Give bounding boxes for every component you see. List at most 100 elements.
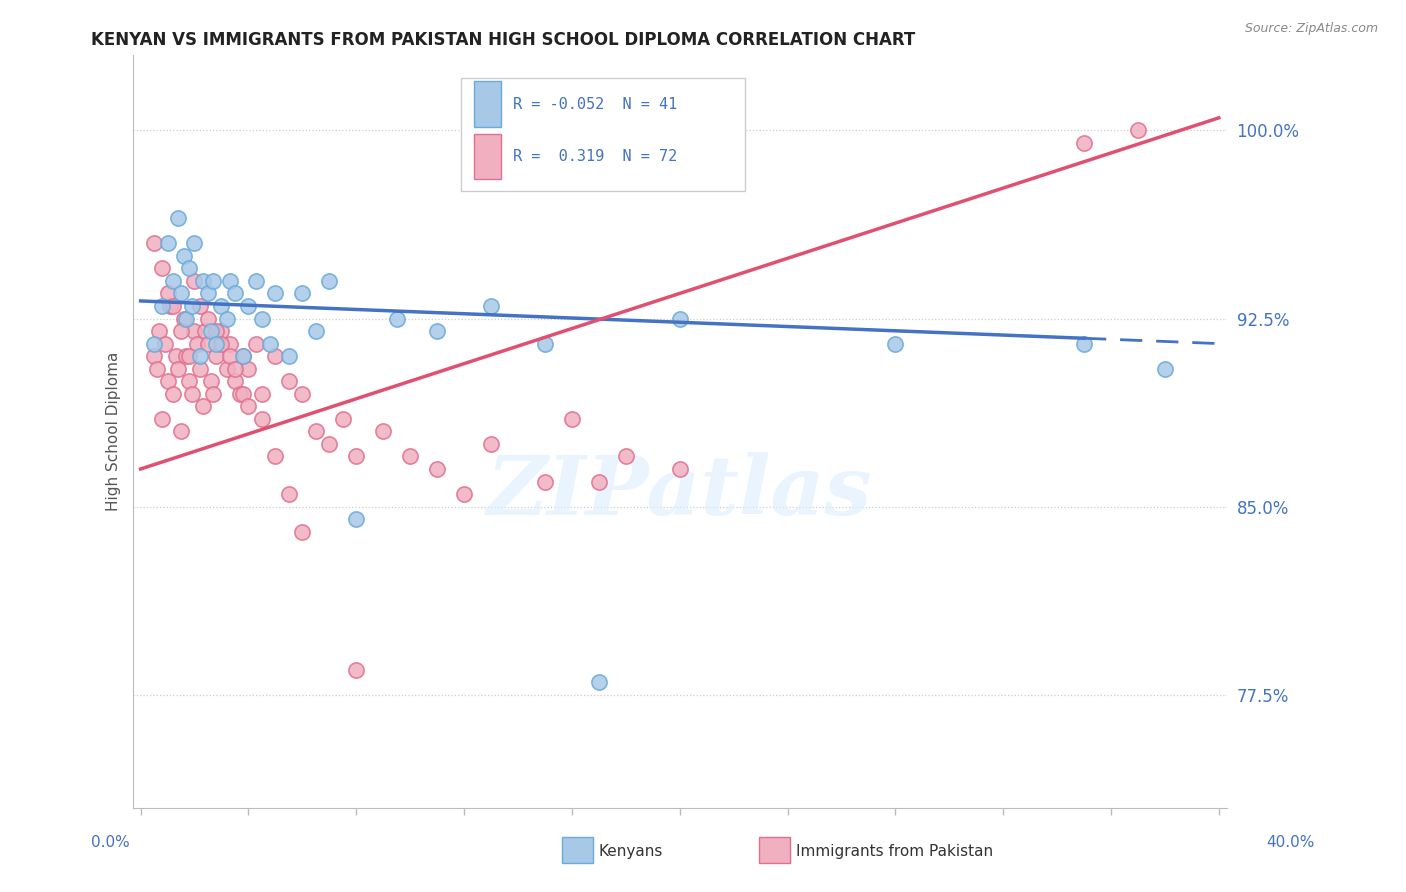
Text: Kenyans: Kenyans bbox=[599, 845, 664, 859]
Point bbox=[229, 386, 252, 401]
Point bbox=[179, 374, 201, 388]
Point bbox=[215, 361, 238, 376]
Text: R =  0.319  N = 72: R = 0.319 N = 72 bbox=[513, 149, 678, 164]
Point bbox=[588, 475, 610, 489]
Point bbox=[215, 311, 238, 326]
Point bbox=[534, 336, 557, 351]
Point bbox=[224, 361, 246, 376]
Point bbox=[162, 299, 184, 313]
Point bbox=[200, 374, 222, 388]
Point bbox=[194, 324, 217, 338]
Point bbox=[232, 386, 254, 401]
Point bbox=[426, 462, 449, 476]
Point bbox=[145, 361, 167, 376]
Point bbox=[232, 349, 254, 363]
Point bbox=[588, 675, 610, 690]
Point bbox=[668, 462, 690, 476]
Point bbox=[218, 336, 240, 351]
Y-axis label: High School Diploma: High School Diploma bbox=[107, 351, 121, 511]
Point bbox=[232, 349, 254, 363]
Point bbox=[479, 437, 502, 451]
Point bbox=[238, 399, 260, 413]
Point bbox=[167, 211, 190, 226]
Text: 40.0%: 40.0% bbox=[1267, 836, 1315, 850]
Point bbox=[179, 261, 201, 276]
Point bbox=[318, 274, 340, 288]
Point bbox=[191, 399, 214, 413]
Point bbox=[191, 274, 214, 288]
Point bbox=[291, 386, 314, 401]
Point bbox=[218, 349, 240, 363]
Point bbox=[183, 236, 205, 251]
Point bbox=[291, 524, 314, 539]
Point bbox=[373, 425, 395, 439]
Point bbox=[224, 286, 246, 301]
Point bbox=[344, 512, 367, 526]
Point bbox=[238, 361, 260, 376]
Point bbox=[264, 450, 287, 464]
Point bbox=[153, 336, 176, 351]
FancyBboxPatch shape bbox=[461, 78, 745, 191]
Point bbox=[305, 425, 328, 439]
Point bbox=[197, 336, 219, 351]
Point bbox=[156, 236, 179, 251]
Point bbox=[291, 286, 314, 301]
Point bbox=[1154, 361, 1177, 376]
Point bbox=[170, 324, 193, 338]
FancyBboxPatch shape bbox=[474, 134, 502, 179]
Text: 0.0%: 0.0% bbox=[91, 836, 131, 850]
Point bbox=[1073, 136, 1095, 150]
Point bbox=[534, 475, 557, 489]
Point bbox=[176, 349, 198, 363]
Point bbox=[180, 386, 202, 401]
Point bbox=[668, 311, 690, 326]
Point bbox=[205, 349, 228, 363]
Text: KENYAN VS IMMIGRANTS FROM PAKISTAN HIGH SCHOOL DIPLOMA CORRELATION CHART: KENYAN VS IMMIGRANTS FROM PAKISTAN HIGH … bbox=[91, 31, 915, 49]
Point bbox=[399, 450, 422, 464]
Point bbox=[197, 311, 219, 326]
Point bbox=[238, 299, 260, 313]
FancyBboxPatch shape bbox=[474, 81, 502, 127]
Point bbox=[385, 311, 408, 326]
Point bbox=[205, 324, 228, 338]
Point bbox=[143, 336, 166, 351]
Point bbox=[344, 663, 367, 677]
Point bbox=[318, 437, 340, 451]
Point bbox=[884, 336, 907, 351]
Point bbox=[197, 286, 219, 301]
Point bbox=[188, 361, 211, 376]
Text: ZIPatlas: ZIPatlas bbox=[486, 451, 873, 532]
Point bbox=[218, 274, 240, 288]
Point bbox=[305, 324, 328, 338]
Point bbox=[202, 386, 225, 401]
Point bbox=[173, 311, 195, 326]
Point bbox=[250, 311, 273, 326]
Point bbox=[156, 286, 179, 301]
Point bbox=[561, 412, 583, 426]
Point bbox=[211, 299, 233, 313]
Point bbox=[183, 324, 205, 338]
Point bbox=[179, 349, 201, 363]
Point bbox=[202, 274, 225, 288]
Point bbox=[264, 286, 287, 301]
Point bbox=[277, 374, 299, 388]
Point bbox=[156, 374, 179, 388]
Point bbox=[205, 336, 228, 351]
Point bbox=[150, 261, 173, 276]
Point bbox=[186, 336, 208, 351]
Point bbox=[250, 386, 273, 401]
Point bbox=[1126, 123, 1149, 137]
Point bbox=[167, 361, 190, 376]
Point bbox=[264, 349, 287, 363]
Point bbox=[159, 299, 181, 313]
Point bbox=[259, 336, 281, 351]
Point bbox=[200, 324, 222, 338]
Point bbox=[150, 299, 173, 313]
Point bbox=[162, 274, 184, 288]
Point bbox=[277, 487, 299, 501]
Point bbox=[173, 249, 195, 263]
Point bbox=[344, 450, 367, 464]
Point bbox=[188, 299, 211, 313]
Point bbox=[188, 349, 211, 363]
Point bbox=[453, 487, 475, 501]
